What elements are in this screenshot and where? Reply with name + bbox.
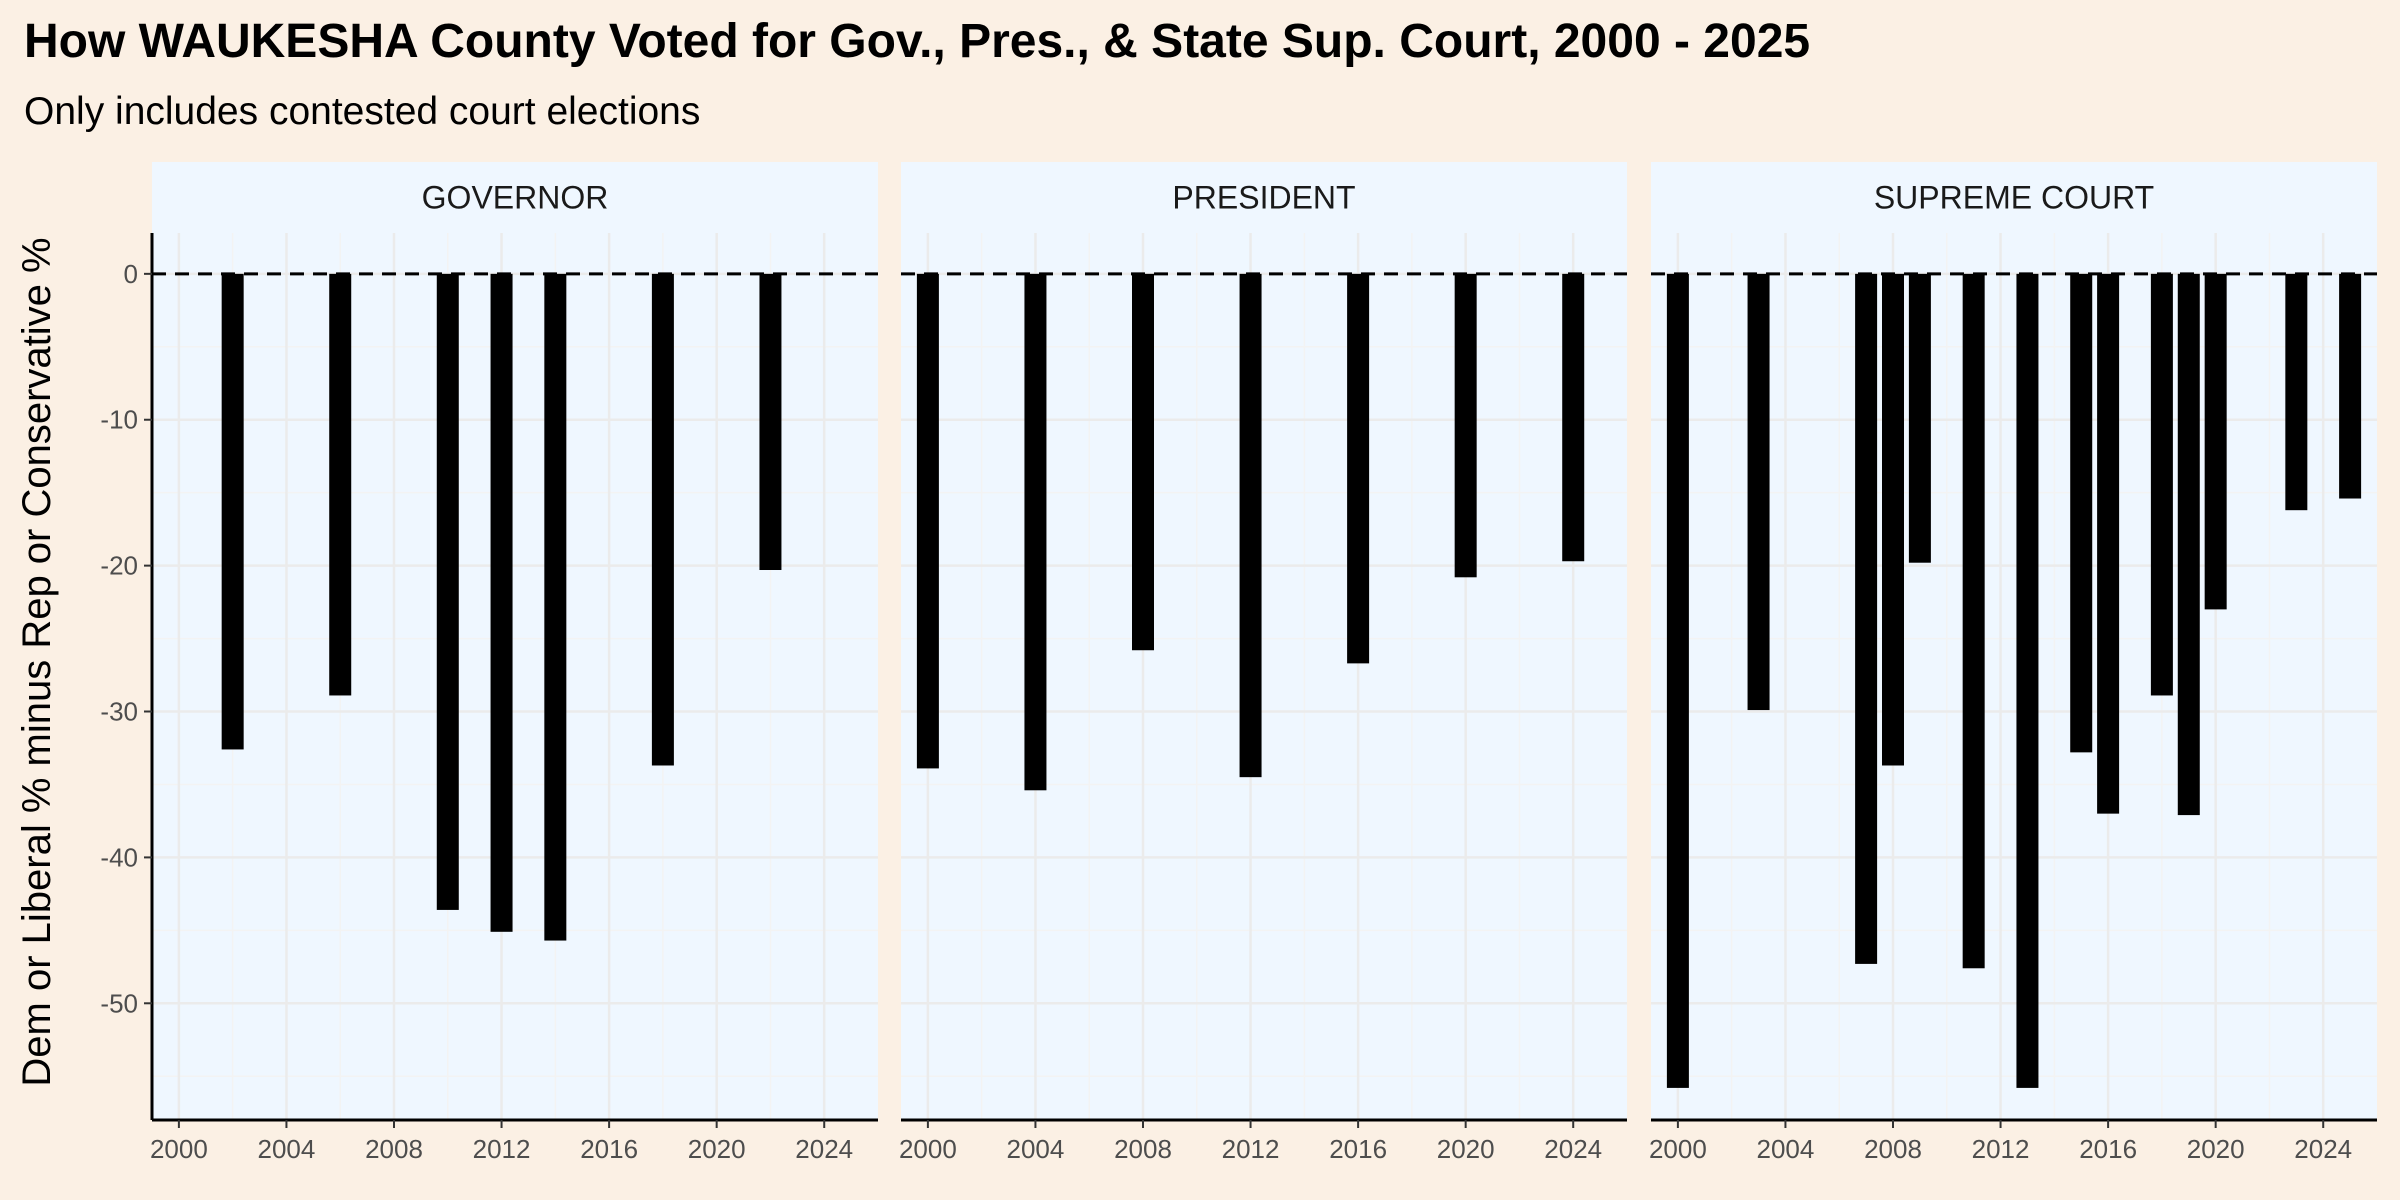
x-tick-label: 2016 bbox=[580, 1134, 638, 1164]
x-tick-label: 2012 bbox=[473, 1134, 531, 1164]
bar bbox=[2070, 273, 2093, 753]
y-axis: 0 -10 -20 -30 -40 -50 bbox=[100, 233, 154, 1120]
panel-background bbox=[901, 233, 1627, 1120]
x-tick-label: 2012 bbox=[1222, 1134, 1280, 1164]
chart-title: How WAUKESHA County Voted for Gov., Pres… bbox=[24, 15, 1811, 68]
x-tick-label: 2000 bbox=[899, 1134, 957, 1164]
x-tick-label: 2004 bbox=[1757, 1134, 1815, 1164]
bar bbox=[2150, 273, 2173, 696]
x-tick-label: 2008 bbox=[365, 1134, 423, 1164]
y-tick-label: -20 bbox=[100, 551, 138, 581]
bar bbox=[759, 273, 782, 571]
x-tick-label: 2024 bbox=[795, 1134, 853, 1164]
x-tick-label: 2016 bbox=[1329, 1134, 1387, 1164]
bar bbox=[221, 273, 244, 750]
bar bbox=[1132, 273, 1154, 651]
bar bbox=[329, 273, 352, 696]
x-tick-label: 2024 bbox=[2294, 1134, 2352, 1164]
panel-governor: GOVERNOR 2000 2004 2008 2012 2016 2020 2024 bbox=[150, 162, 878, 1164]
bar bbox=[544, 273, 567, 941]
panel-supreme-court: SUPREME COURT 2000 2004 2008 2012 2016 2020 202… bbox=[1649, 162, 2377, 1164]
y-tick-label: 0 bbox=[124, 259, 138, 289]
bar bbox=[1454, 273, 1477, 578]
bar bbox=[1024, 273, 1047, 791]
bar bbox=[651, 273, 674, 766]
bar bbox=[490, 273, 513, 932]
facet-label: SUPREME COURT bbox=[1874, 180, 2154, 216]
panel-background bbox=[152, 233, 878, 1120]
bar bbox=[1908, 273, 1931, 563]
facet-label: GOVERNOR bbox=[422, 180, 609, 216]
bar bbox=[2285, 273, 2308, 511]
bar bbox=[1239, 273, 1262, 778]
bar bbox=[1962, 273, 1985, 969]
y-tick-label: -10 bbox=[100, 405, 138, 435]
panel-background bbox=[1651, 233, 2377, 1120]
y-axis-label: Dem or Liberal % minus Rep or Conservati… bbox=[15, 237, 59, 1086]
x-tick-label: 2000 bbox=[150, 1134, 208, 1164]
bar bbox=[916, 273, 939, 769]
bar bbox=[1562, 273, 1585, 562]
bar bbox=[1666, 273, 1689, 1088]
x-tick-label: 2000 bbox=[1649, 1134, 1707, 1164]
bar bbox=[2177, 273, 2200, 816]
x-tick-label: 2016 bbox=[2079, 1134, 2137, 1164]
bar bbox=[1882, 273, 1904, 766]
x-tick-label: 2012 bbox=[1972, 1134, 2030, 1164]
x-tick-label: 2024 bbox=[1544, 1134, 1602, 1164]
y-tick-label: -40 bbox=[100, 842, 138, 872]
strip-background bbox=[901, 162, 1627, 233]
bar bbox=[2204, 273, 2227, 610]
x-tick-label: 2020 bbox=[1437, 1134, 1495, 1164]
y-tick-label: -50 bbox=[100, 988, 138, 1018]
bar bbox=[2339, 273, 2362, 499]
x-tick-label: 2004 bbox=[1007, 1134, 1065, 1164]
x-tick-label: 2008 bbox=[1864, 1134, 1922, 1164]
chart-subtitle: Only includes contested court elections bbox=[24, 90, 701, 133]
bar bbox=[1855, 273, 1878, 964]
x-tick-label: 2004 bbox=[258, 1134, 316, 1164]
y-tick-label: -30 bbox=[100, 697, 138, 727]
strip-background bbox=[1651, 162, 2377, 233]
bar bbox=[1747, 273, 1770, 711]
bar bbox=[2016, 273, 2039, 1088]
facet-label: PRESIDENT bbox=[1172, 180, 1355, 216]
bar bbox=[436, 273, 459, 910]
bar bbox=[1347, 273, 1370, 664]
bar bbox=[2097, 273, 2120, 814]
strip-background bbox=[152, 162, 878, 233]
panel-president: PRESIDENT 2000 2004 2008 2012 2016 2020 2024 bbox=[899, 162, 1627, 1164]
x-tick-label: 2020 bbox=[688, 1134, 746, 1164]
x-tick-label: 2008 bbox=[1114, 1134, 1172, 1164]
x-tick-label: 2020 bbox=[2187, 1134, 2245, 1164]
